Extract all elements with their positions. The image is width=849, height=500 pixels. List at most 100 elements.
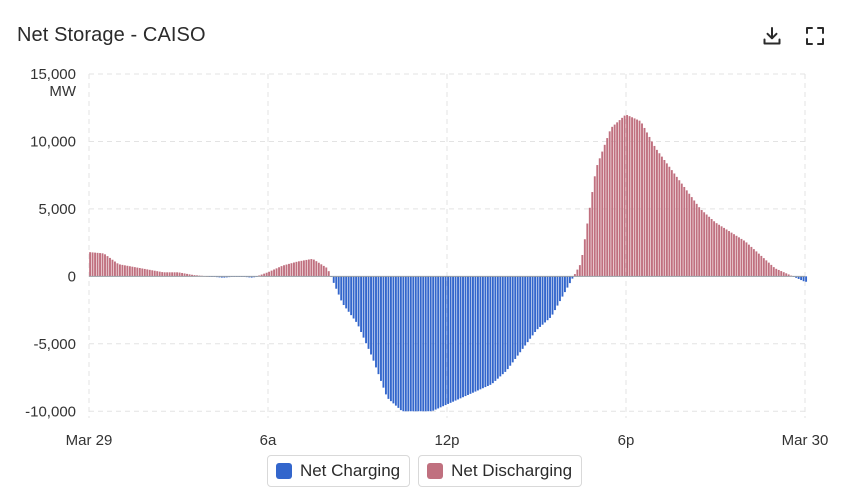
bar-net-discharging [643,127,646,277]
bar-net-charging [382,276,385,388]
bar-net-discharging [775,268,778,277]
bar-net-charging [417,276,420,412]
bar-net-discharging [143,268,146,277]
legend-swatch-charging [275,463,292,479]
bar-net-discharging [626,115,629,277]
bar-net-discharging [742,240,745,277]
bar-net-charging [563,276,566,293]
bar-net-charging [335,276,338,289]
bar-net-charging [805,276,808,282]
bar-net-discharging [114,261,116,277]
bar-net-discharging [733,234,735,277]
bar-net-discharging [596,165,599,277]
bar-net-discharging [163,272,166,277]
bar-net-discharging [785,273,788,277]
bar-net-charging [424,276,427,412]
bar-net-charging [389,276,392,402]
bar-net-charging [514,276,517,359]
bar-net-discharging [601,151,604,277]
bar-net-discharging [628,116,631,277]
bar-net-discharging [270,270,273,277]
bar-net-discharging [290,263,293,277]
bar-net-charging [439,276,442,408]
bar-net-discharging [675,176,678,277]
legend-item-net-discharging[interactable]: Net Discharging [418,455,583,487]
bar-net-charging [414,276,417,412]
bar-net-discharging [283,265,285,277]
bar-net-charging [362,276,365,338]
bar-net-discharging [665,163,668,277]
bar-net-discharging [752,249,755,277]
bar-net-discharging [265,272,268,277]
bar-net-discharging [611,126,614,277]
bar-net-charging [454,276,457,401]
bar-net-discharging [757,253,760,277]
bar-net-discharging [99,253,101,277]
bar-net-charging [472,276,474,393]
bar-net-discharging [673,173,676,277]
bar-net-discharging [678,180,681,277]
bar-net-discharging [653,145,656,277]
bar-net-charging [218,276,221,278]
bar-net-discharging [623,115,626,277]
bar-net-charging [250,276,253,278]
bar-net-charging [501,276,504,375]
bar-net-charging [342,276,345,306]
bar-net-discharging [161,272,164,277]
chart-title: Net Storage - CAISO [17,24,206,46]
bar-net-discharging [260,274,263,277]
bar-net-discharging [312,259,315,277]
bar-net-discharging [586,223,589,277]
bar-net-discharging [178,272,181,277]
bar-net-charging [554,276,556,311]
bar-net-discharging [772,267,775,277]
fullscreen-button[interactable] [801,22,829,50]
bar-net-discharging [193,275,196,277]
bar-net-discharging [89,252,92,277]
x-tick-label: 6a [260,432,277,449]
bar-net-discharging [710,219,713,277]
bar-net-charging [442,276,445,407]
bar-net-discharging [121,264,124,277]
bar-net-discharging [715,223,718,277]
x-tick-label: Mar 29 [66,432,113,449]
bar-net-discharging [104,254,106,277]
bar-net-discharging [263,273,266,277]
bar-net-discharging [581,254,584,277]
download-button[interactable] [758,22,786,50]
bar-net-charging [511,276,514,363]
bar-net-discharging [116,263,119,277]
bar-net-discharging [322,265,325,277]
legend-item-net-charging[interactable]: Net Charging [266,455,411,487]
bar-net-discharging [123,265,126,277]
y-tick-label: 0 [68,268,76,285]
bar-net-discharging [300,260,303,277]
bar-net-discharging [583,239,586,277]
bar-net-charging [387,276,390,399]
bar-net-discharging [593,176,596,277]
bar-net-charging [422,276,425,412]
bar-net-charging [357,276,360,327]
bar-net-charging [462,276,464,398]
bar-net-charging [437,276,440,409]
legend: Net Charging Net Discharging [0,455,849,487]
bar-net-discharging [738,237,740,277]
bar-net-discharging [166,272,169,277]
bar-net-discharging [638,120,641,277]
y-tick-label: -10,000 [25,403,76,420]
bar-net-charging [352,276,355,319]
bar-net-discharging [307,259,310,277]
bar-net-discharging [765,260,768,277]
bar-net-charging [795,276,798,278]
bar-net-discharging [146,269,149,277]
bar-net-discharging [770,264,773,277]
bar-net-charging [220,276,223,278]
bar-net-charging [571,276,574,279]
bar-net-discharging [713,221,716,277]
bar-net-charging [337,276,340,295]
bar-net-charging [350,276,353,316]
legend-swatch-discharging [427,463,444,479]
bar-net-discharging [668,166,671,277]
bar-net-charging [556,276,559,306]
y-tick-label: -5,000 [33,336,76,353]
